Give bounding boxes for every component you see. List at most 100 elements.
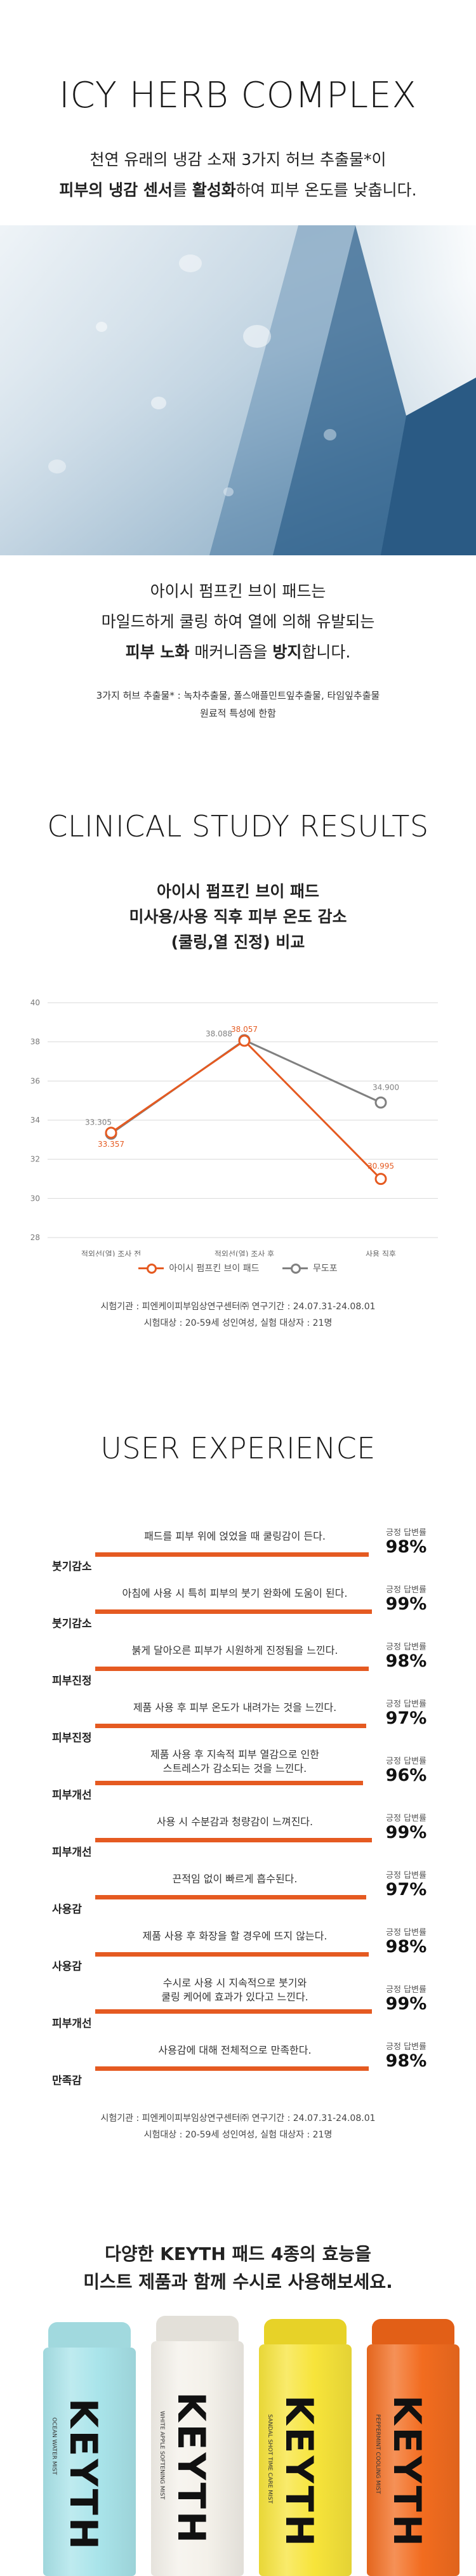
legend-label-pad: 아이시 펌프킨 브이 패드 (169, 1264, 260, 1274)
y-tick-label: 28 (30, 1233, 40, 1242)
data-label: 33.305 (85, 1118, 112, 1126)
ux-statement-line: 끈적임 없이 빠르게 흡수된다. (172, 1873, 298, 1885)
clinical-title: CLINICAL STUDY RESULTS (47, 809, 429, 843)
ux-row: 패드를 피부 위에 얹었을 때 쿨링감이 든다. 붓기감소 긍정 답변률 98% (0, 1523, 476, 1574)
legend-swatch-none (282, 1264, 308, 1274)
ux-positive-label: 긍정 답변률 (386, 1985, 426, 1995)
data-label: 33.357 (98, 1140, 124, 1149)
ux-statement-line: 쿨링 케어에 효과가 있다고 느낀다. (161, 1991, 308, 2003)
ux-statement-line: 수시로 사용 시 지속적으로 붓기와 (162, 1977, 307, 1989)
bottle-body (259, 2344, 352, 2576)
chart-subtitle-2: 미사용/사용 직후 피부 온도 감소 (129, 908, 347, 926)
ux-category: 피부개선 (52, 1789, 92, 1802)
ux-statement-line: 제품 사용 후 화장을 할 경우에 뜨지 않는다. (142, 1930, 327, 1942)
data-label: 38.088 (206, 1029, 232, 1038)
ux-percent: 97% (385, 1880, 427, 1899)
y-tick-label: 40 (30, 998, 40, 1007)
hero-bold-sensor: 피부의 냉감 센서 (59, 181, 173, 199)
data-label: 34.900 (373, 1083, 399, 1092)
ux-bar (95, 1552, 369, 1557)
clinical-foot-1: 시험기관 : 피엔케이피부임상연구센터㈜ 연구기간 : 24.07.31-24.… (100, 1302, 376, 1312)
ice-illustration (0, 225, 476, 555)
ux-row: 사용감에 대해 전체적으로 만족한다. 만족감 긍정 답변률 98% (0, 2037, 476, 2088)
ux-foot-2: 시험대상 : 20-59세 성인여성, 실험 대상자 : 21명 (143, 2130, 333, 2140)
ux-statement: 제품 사용 후 화장을 할 경우에 뜨지 않는다. (95, 1929, 374, 1943)
ux-percent: 99% (385, 1994, 427, 2014)
ux-statement-line: 아침에 사용 시 특히 피부의 붓기 완화에 도움이 된다. (122, 1587, 348, 1599)
brand-logo: KEYTH (61, 2398, 105, 2553)
product-name: PEPPERMINT COOLING MIST (374, 2414, 381, 2494)
ux-category: 붓기감소 (52, 1618, 92, 1630)
data-label: 30.995 (367, 1162, 394, 1171)
y-tick-label: 34 (30, 1116, 40, 1125)
ux-statement-line: 붉게 달아오른 피부가 시원하게 진정됨을 느낀다. (131, 1644, 338, 1656)
ux-percent: 99% (385, 1594, 427, 1614)
product-bottle: SANDAL SHOT TIME CARE MIST KEYTH (259, 2319, 352, 2576)
data-point (105, 1126, 117, 1139)
brand-logo: KEYTH (169, 2392, 213, 2546)
ux-percent: 99% (385, 1823, 427, 1842)
ux-category: 사용감 (52, 1960, 82, 1973)
hero-end: 하여 피부 온도를 낮춥니다. (235, 181, 417, 199)
clinical-foot-2: 시험대상 : 20-59세 성인여성, 실험 대상자 : 21명 (143, 1318, 333, 1328)
ux-foot-1: 시험기관 : 피엔케이피부임상연구센터㈜ 연구기간 : 24.07.31-24.… (100, 2113, 376, 2124)
hero-mid: 를 (172, 181, 192, 199)
ux-row: 수시로 사용 시 지속적으로 붓기와 쿨링 케어에 효과가 있다고 느낀다. 피부개… (0, 1977, 476, 2031)
ux-bar (95, 1667, 369, 1671)
intro-bold-prevent: 방지 (272, 643, 302, 661)
ux-positive-label: 긍정 답변률 (386, 1871, 426, 1880)
ux-percent: 97% (385, 1708, 427, 1728)
y-tick-label: 38 (30, 1038, 40, 1047)
product-bottle: WHITE APPLE SOFTENING MIST KEYTH (151, 2316, 244, 2576)
y-tick-label: 36 (30, 1076, 40, 1085)
legend-item-pad: 아이시 펌프킨 브이 패드 (138, 1262, 260, 1274)
ux-row: 붉게 달아오른 피부가 시원하게 진정됨을 느낀다. 피부진정 긍정 답변률 98% (0, 1637, 476, 1688)
ux-statement-line: 스트레스가 감소되는 것을 느낀다. (162, 1762, 307, 1774)
data-point (238, 1034, 251, 1047)
herb-note: 3가지 허브 추출물* : 녹차추출물, 폴스애플민트잎추출물, 타임잎추출물 (96, 690, 380, 701)
series-line (110, 1039, 382, 1180)
ux-positive-label: 긍정 답변률 (386, 1528, 426, 1538)
ux-row: 아침에 사용 시 특히 피부의 붓기 완화에 도움이 된다. 붓기감소 긍정 답변률… (0, 1580, 476, 1631)
ux-bar (95, 1895, 366, 1899)
series-line (110, 1039, 381, 1135)
brand-logo: KEYTH (277, 2395, 321, 2549)
bottle-cap (156, 2316, 239, 2342)
ux-category: 피부진정 (52, 1732, 92, 1745)
ux-category: 피부진정 (52, 1675, 92, 1688)
ux-title: USER EXPERIENCE (100, 1431, 376, 1465)
herb-note-2: 원료적 특성에 한함 (200, 708, 276, 719)
ux-category: 만족감 (52, 2075, 82, 2087)
x-tick-label: 적외선(열) 조사 전 (81, 1250, 141, 1257)
bottom-line-2: 미스트 제품과 함께 수시로 사용해보세요. (83, 2271, 393, 2292)
data-point (374, 1096, 387, 1109)
data-label: 38.057 (231, 1025, 258, 1034)
ux-positive-label: 긍정 답변률 (386, 1585, 426, 1595)
legend-swatch-pad (138, 1264, 164, 1274)
y-tick-label: 32 (30, 1155, 40, 1164)
ux-statement: 끈적임 없이 빠르게 흡수된다. (95, 1872, 374, 1886)
bottle-cap (372, 2319, 454, 2346)
ux-row: 사용 시 수분감과 청량감이 느껴진다. 피부개선 긍정 답변률 99% (0, 1809, 476, 1859)
ice-water-image (0, 225, 476, 555)
ux-percent: 98% (385, 2051, 427, 2071)
ux-statement: 아침에 사용 시 특히 피부의 붓기 완화에 도움이 된다. (95, 1587, 374, 1601)
bottle-cap (264, 2319, 347, 2346)
ux-statement: 사용감에 대해 전체적으로 만족한다. (95, 2044, 374, 2057)
bottle-cap (48, 2322, 131, 2349)
product-name: SANDAL SHOT TIME CARE MIST (267, 2414, 273, 2504)
hero-line-1: 천연 유래의 냉감 소재 3가지 허브 추출물*이 (89, 150, 387, 169)
hero-line-2: 피부의 냉감 센서를 활성화하여 피부 온도를 낮춥니다. (0, 178, 476, 201)
ux-positive-label: 긍정 답변률 (386, 1757, 426, 1766)
ux-positive-label: 긍정 답변률 (386, 1814, 426, 1823)
product-bottle: OCEAN WATER MIST KEYTH (43, 2322, 136, 2576)
chart-subtitle-1: 아이시 펌프킨 브이 패드 (156, 882, 320, 901)
ux-bar (95, 1781, 364, 1785)
ux-category: 붓기감소 (52, 1561, 92, 1573)
ux-category: 피부개선 (52, 1846, 92, 1859)
intro-end: 합니다. (301, 643, 351, 661)
intro-bold-aging: 피부 노화 (125, 643, 190, 661)
hero-bold-activate: 활성화 (192, 181, 236, 199)
bottom-line-1: 다양한 KEYTH 패드 4종의 효능을 (105, 2243, 371, 2264)
legend-label-none: 무도포 (312, 1264, 338, 1274)
